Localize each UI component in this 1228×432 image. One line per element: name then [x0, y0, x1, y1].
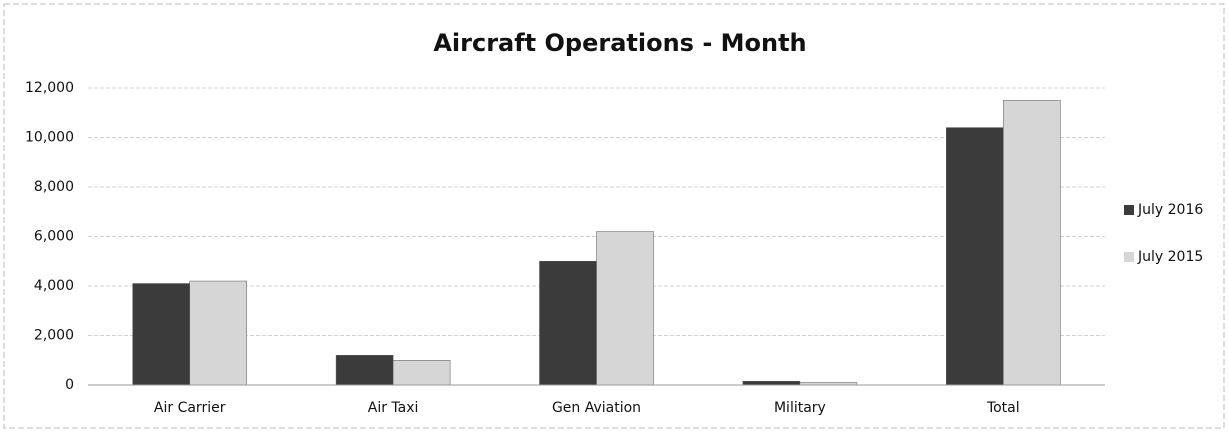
y-tick-label: 6,000	[34, 229, 74, 245]
y-tick-label: 10,000	[25, 130, 74, 146]
legend-swatch	[1124, 252, 1134, 262]
legend-swatch	[1124, 205, 1134, 215]
bar	[742, 381, 801, 386]
bar	[392, 360, 451, 386]
bar	[539, 261, 597, 386]
bar	[189, 280, 247, 386]
x-tick-label: Air Taxi	[368, 400, 419, 416]
chart-title: Aircraft Operations - Month	[433, 29, 806, 57]
y-tick-label: 0	[65, 377, 74, 393]
bar	[596, 231, 654, 386]
legend-label: July 2016	[1137, 202, 1203, 218]
bar	[1003, 100, 1061, 386]
x-tick-label: Air Carrier	[154, 400, 226, 416]
bar	[946, 127, 1004, 386]
y-tick-label: 2,000	[34, 328, 74, 344]
bar	[132, 283, 190, 386]
y-tick-label: 12,000	[25, 80, 74, 96]
x-tick-label: Military	[774, 400, 826, 416]
x-tick-label: Gen Aviation	[552, 400, 641, 416]
legend-label: July 2015	[1137, 249, 1203, 265]
y-tick-label: 4,000	[34, 278, 74, 294]
y-tick-label: 8,000	[34, 179, 74, 195]
bar	[335, 355, 394, 386]
x-tick-label: Total	[986, 400, 1020, 416]
